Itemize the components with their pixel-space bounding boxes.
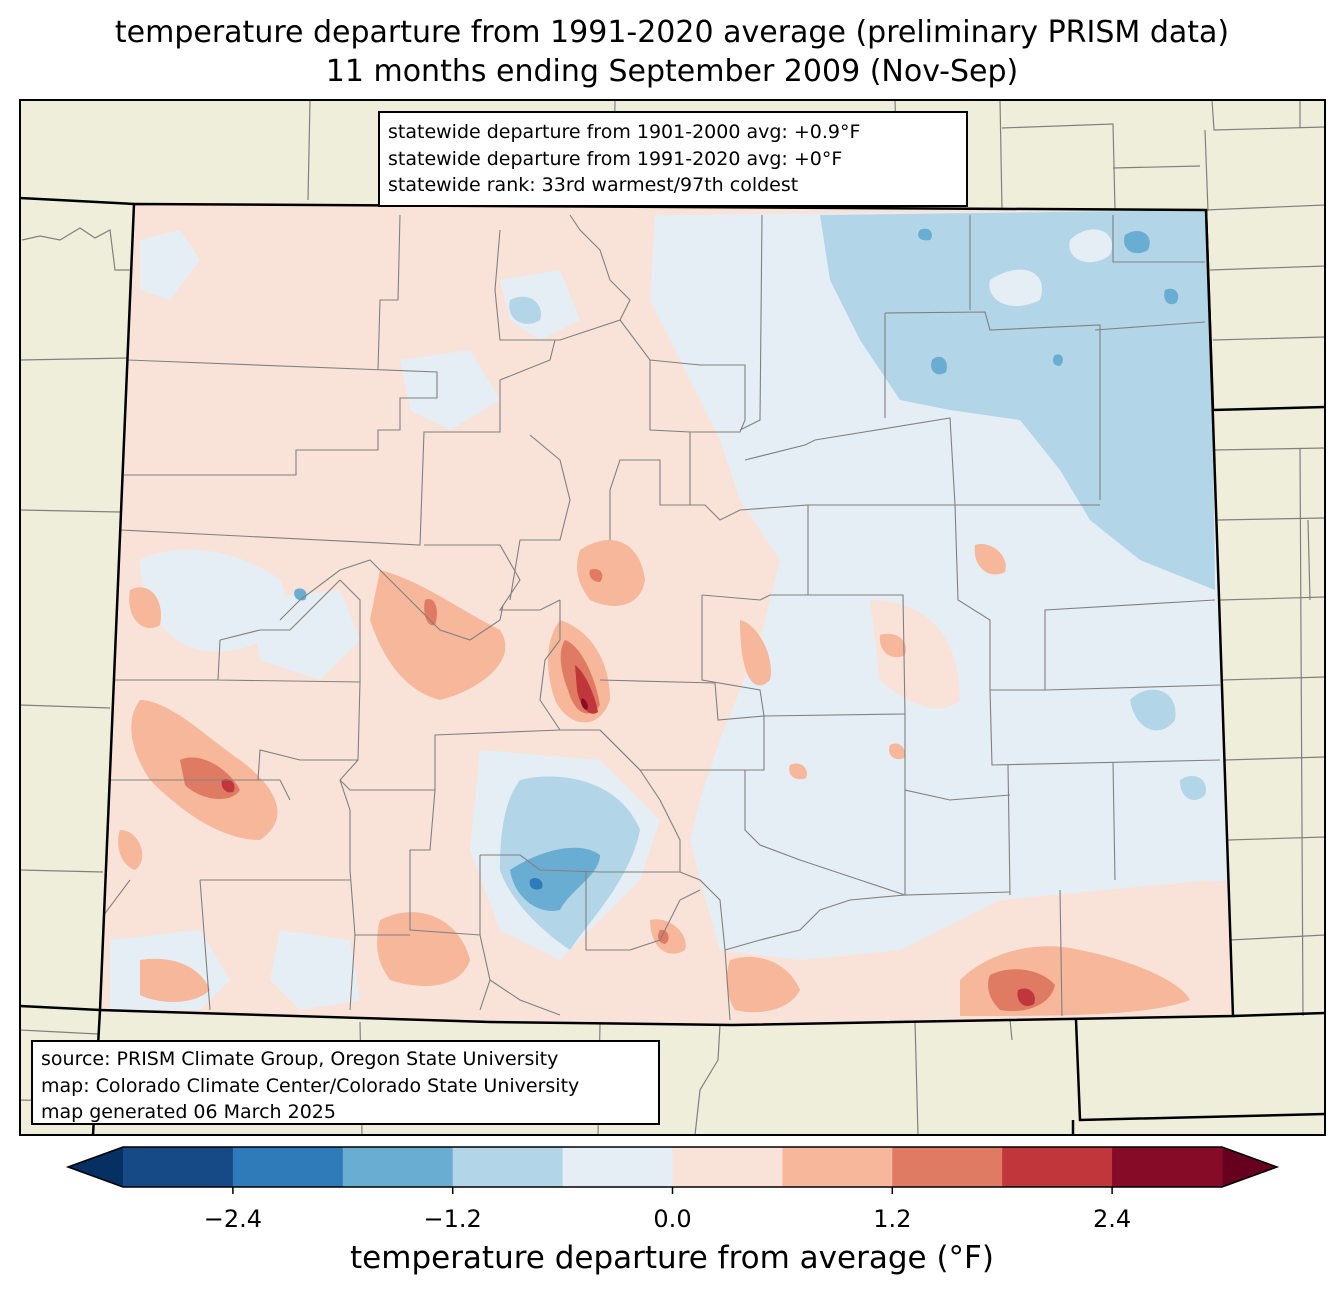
colorado-border (98, 202, 1235, 1027)
credit-generated: map generated 06 March 2025 (41, 1101, 336, 1123)
colorbar-tick-label: 2.4 (1093, 1205, 1132, 1233)
temperature-field (100, 204, 1233, 1025)
credit-map: map: Colorado Climate Center/Colorado St… (41, 1074, 580, 1097)
map-subtitle: 11 months ending September 2009 (Nov-Sep… (325, 54, 1019, 89)
colorbar-bin (782, 1147, 893, 1187)
colorbar-tick-label: 1.2 (873, 1205, 912, 1233)
colorbar-bin (452, 1147, 564, 1187)
colorbar-bin (672, 1147, 783, 1187)
colorbar-bin (123, 1147, 234, 1187)
colorbar-tick-label: −2.4 (203, 1205, 263, 1233)
county-lines (100, 214, 1221, 1021)
map-frame-border (19, 99, 1326, 1136)
stats-line-1900-avg: statewide departure from 1901-2000 avg: … (388, 121, 861, 143)
colorbar-min-extension (68, 1147, 123, 1187)
map-title: temperature departure from 1991-2020 ave… (114, 15, 1230, 50)
colorbar-max-extension (1222, 1147, 1277, 1187)
colorbar-title: temperature departure from average (°F) (350, 1240, 994, 1276)
credit-source: source: PRISM Climate Group, Oregon Stat… (41, 1048, 559, 1070)
colorbar-bin (1002, 1147, 1113, 1187)
statewide-stats-box: statewide departure from 1901-2000 avg: … (378, 111, 968, 207)
colorbar-tick-label: −1.2 (423, 1205, 482, 1233)
colorbar-bin (892, 1147, 1003, 1187)
colorbar (65, 1146, 1280, 1194)
colorbar-bin (562, 1147, 673, 1187)
stats-line-1991-avg: statewide departure from 1991-2020 avg: … (388, 147, 843, 170)
colorbar-bin (342, 1147, 454, 1187)
colorbar-bin (232, 1147, 344, 1187)
credits-box: source: PRISM Climate Group, Oregon Stat… (31, 1040, 660, 1125)
colorbar-outline (65, 1146, 1280, 1188)
colorbar-tick-label: 0.0 (653, 1205, 692, 1233)
colorbar-bin (1112, 1147, 1223, 1187)
stats-line-rank: statewide rank: 33rd warmest/97th coldes… (388, 174, 799, 196)
